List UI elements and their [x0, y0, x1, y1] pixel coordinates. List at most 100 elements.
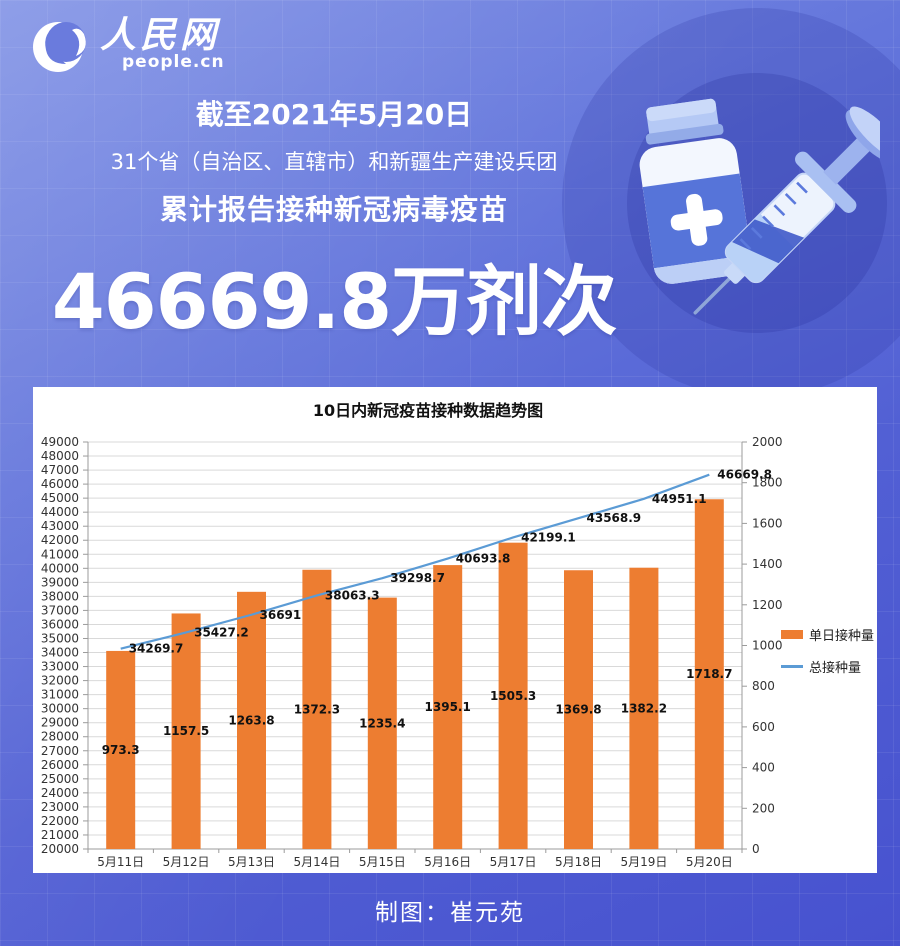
left-axis-label: 33000 [41, 660, 79, 674]
bar-value-label: 1369.8 [555, 703, 601, 717]
left-axis-label: 37000 [41, 603, 79, 617]
left-axis-label: 48000 [41, 449, 79, 463]
left-axis-label: 29000 [41, 716, 79, 730]
left-axis-label: 26000 [41, 758, 79, 772]
bar-value-label: 1235.4 [359, 716, 405, 730]
chart-panel: 10日内新冠疫苗接种数据趋势图 20000 21000 22000 23000 2400… [33, 387, 877, 873]
x-axis-label: 5月19日 [620, 855, 667, 869]
x-axis-label: 5月17日 [490, 855, 537, 869]
line-value-label: 38063.3 [325, 588, 380, 602]
line-value-label: 44951.1 [652, 492, 707, 506]
left-axis-label: 31000 [41, 688, 79, 702]
trend-line [120, 473, 710, 650]
bar-value-label: 1382.2 [621, 701, 667, 715]
left-axis-label: 25000 [41, 772, 79, 786]
right-axis-label: 1400 [752, 557, 783, 571]
left-axis-label: 47000 [41, 463, 79, 477]
line-value-label: 46669.8 [717, 468, 772, 482]
bar [106, 650, 136, 849]
legend-item-total: 总接种量 [781, 657, 874, 676]
line-value-label: 35427.2 [194, 625, 249, 639]
right-axis-label: 200 [752, 801, 775, 815]
left-axis-label: 35000 [41, 631, 79, 645]
bar [302, 569, 332, 849]
left-axis-label: 23000 [41, 800, 79, 814]
left-axis-label: 39000 [41, 575, 79, 589]
headline-region: 31个省（自治区、直辖市）和新疆生产建设兵团 [110, 150, 558, 174]
legend-label-daily: 单日接种量 [809, 629, 875, 644]
logo-texts: 人民网 people.cn [100, 16, 225, 72]
left-axis-label: 30000 [41, 702, 79, 716]
left-axis-label: 32000 [41, 674, 79, 688]
people-cn-logo: 人民网 people.cn [28, 16, 225, 78]
x-axis-label: 5月18日 [555, 855, 602, 869]
bar-value-label: 1718.7 [686, 667, 732, 681]
bar [629, 567, 659, 849]
bar-value-label: 1157.5 [163, 724, 209, 738]
right-axis-label: 600 [752, 720, 775, 734]
left-axis-label: 27000 [41, 744, 79, 758]
left-axis-label: 36000 [41, 617, 79, 631]
x-axis-label: 5月13日 [228, 855, 275, 869]
line-value-label: 39298.7 [390, 571, 445, 585]
bar [564, 570, 593, 849]
x-axis-label: 5月15日 [359, 855, 406, 869]
combo-chart: 2000021000220002300024000250002600027000… [41, 435, 783, 869]
left-axis-label: 22000 [41, 814, 79, 828]
bar [498, 542, 528, 849]
bar [237, 591, 266, 849]
legend-label-total: 总接种量 [809, 661, 862, 676]
right-axis-label: 1000 [752, 639, 783, 653]
vaccine-vial-icon [639, 98, 754, 287]
headline-big-number: 46669.8万剂次 [51, 257, 617, 346]
bar-value-label: 973.3 [102, 743, 140, 757]
line-value-label: 36691 [260, 608, 302, 622]
left-axis-label: 44000 [41, 505, 79, 519]
left-axis-label: 40000 [41, 561, 79, 575]
line-value-label: 34269.7 [129, 642, 184, 656]
left-axis-label: 38000 [41, 589, 79, 603]
right-axis-label: 1200 [752, 598, 783, 612]
left-axis-label: 42000 [41, 533, 79, 547]
bar [367, 597, 397, 849]
left-axis-label: 41000 [41, 547, 79, 561]
x-axis-label: 5月11日 [97, 855, 144, 869]
right-axis-label: 400 [752, 761, 775, 775]
left-axis-label: 46000 [41, 477, 79, 491]
line-value-label: 42199.1 [521, 530, 576, 544]
left-axis-label: 45000 [41, 491, 79, 505]
left-axis-label: 28000 [41, 730, 79, 744]
x-axis-label: 5月20日 [686, 855, 733, 869]
left-axis-label: 49000 [41, 435, 79, 449]
syringe-icon [693, 106, 880, 315]
headline-date: 截至2021年5月20日 [195, 98, 473, 131]
line-value-label: 43568.9 [587, 511, 642, 525]
people-cn-moon-icon [33, 22, 86, 72]
bar [171, 613, 201, 849]
logo-chinese-text: 人民网 [100, 14, 221, 56]
logo-latin-text: people.cn [122, 52, 225, 72]
right-axis-label: 1800 [752, 476, 783, 490]
chart-title: 10日内新冠疫苗接种数据趋势图 [312, 401, 544, 420]
left-axis-label: 20000 [41, 842, 79, 856]
legend-bar-swatch [781, 630, 803, 639]
line-value-label: 40693.8 [456, 552, 511, 566]
headline-caption: 累计报告接种新冠病毒疫苗 [159, 193, 508, 226]
bar [694, 499, 724, 849]
legend-item-daily: 单日接种量 [781, 625, 874, 644]
left-axis-label: 24000 [41, 786, 79, 800]
right-axis-label: 1600 [752, 516, 783, 530]
x-axis-label: 5月12日 [163, 855, 210, 869]
right-axis-label: 0 [752, 842, 760, 856]
bar-value-label: 1395.1 [425, 700, 471, 714]
vaccine-illustration [639, 98, 880, 315]
legend-line-swatch [781, 665, 803, 668]
bar [433, 565, 463, 849]
left-axis-label: 34000 [41, 646, 79, 660]
bar-value-label: 1263.8 [228, 713, 274, 727]
x-axis-label: 5月16日 [424, 855, 471, 869]
left-axis-label: 43000 [41, 519, 79, 533]
right-axis-label: 2000 [752, 435, 783, 449]
credit-line: 制图：崔元苑 [375, 900, 525, 926]
